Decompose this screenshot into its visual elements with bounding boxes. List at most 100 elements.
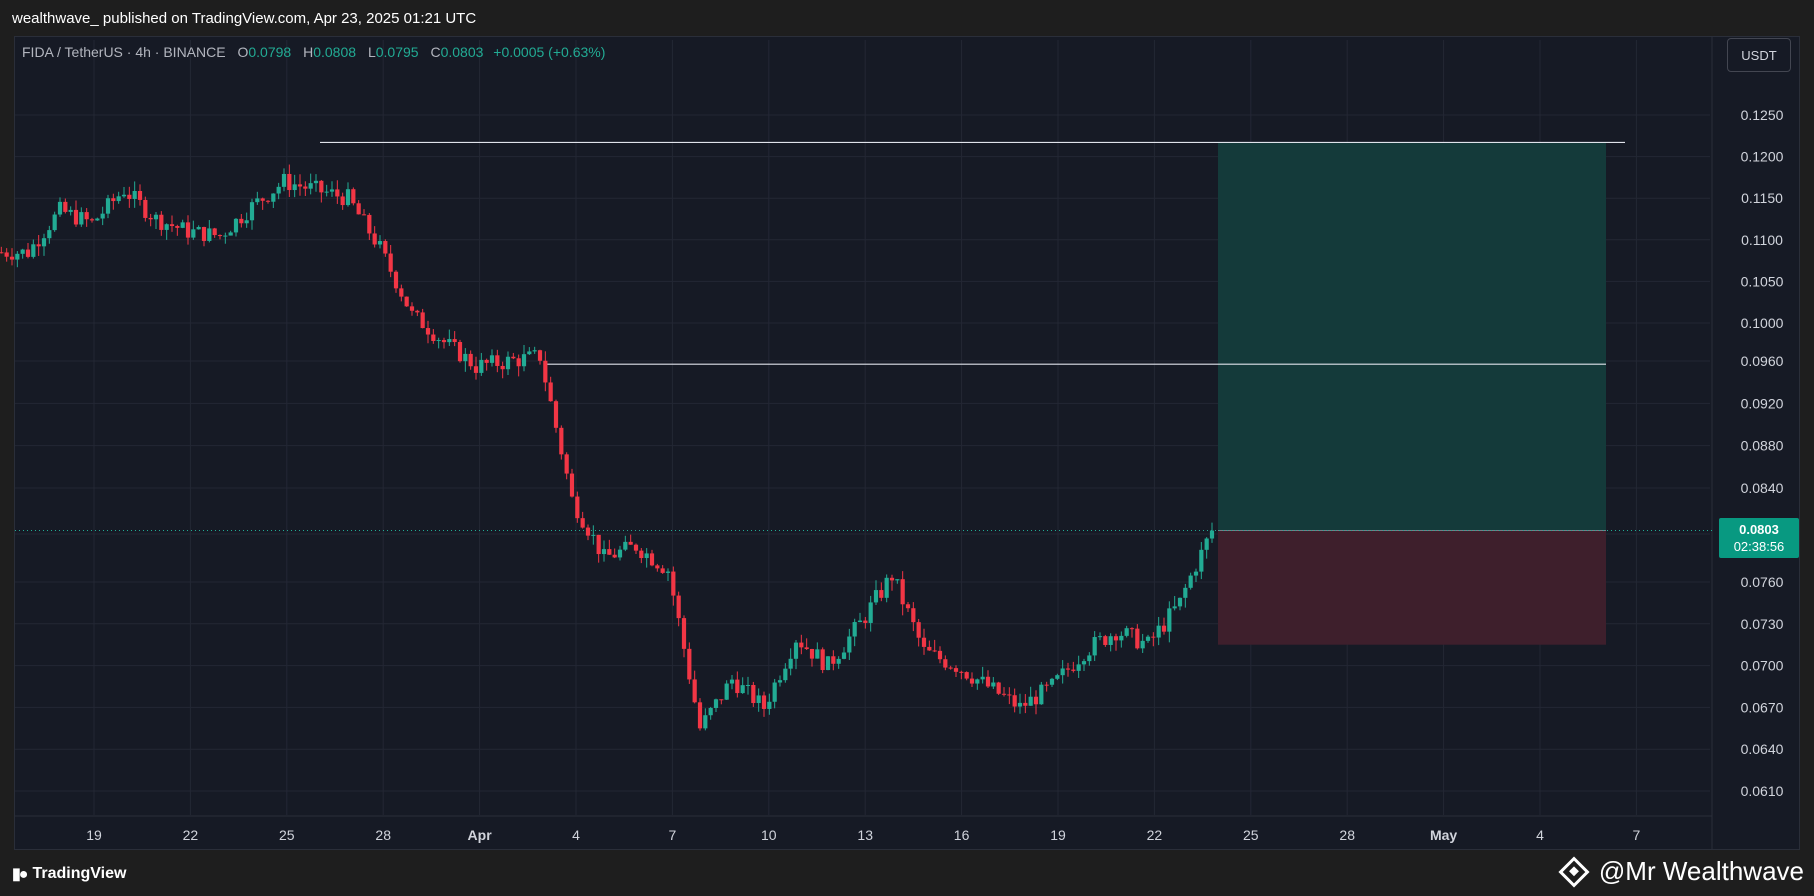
candle-body (863, 620, 868, 623)
candle-body (921, 637, 927, 647)
candle-body (260, 198, 265, 201)
candle-body (985, 676, 991, 687)
candle-body (852, 622, 857, 637)
candle-body (783, 668, 788, 681)
candle-body (132, 190, 137, 199)
candle-body (836, 658, 841, 664)
candle-body (911, 608, 916, 623)
symbol-title[interactable]: FIDA / TetherUS · 4h · BINANCE (22, 44, 226, 60)
candle-body (1039, 684, 1044, 705)
candle-body (452, 339, 457, 343)
candle-body (532, 350, 537, 352)
x-tick-label: 25 (279, 827, 295, 843)
x-tick-label: May (1430, 827, 1457, 843)
candle-body (729, 679, 735, 684)
x-tick-label: 19 (1050, 827, 1066, 843)
candle-body (692, 679, 697, 703)
candle-body (489, 355, 495, 363)
candle-body (287, 173, 292, 191)
candle-body (31, 244, 36, 257)
candle-body (841, 652, 847, 659)
close-value: 0.0803 (440, 44, 484, 60)
open-label: O (237, 44, 249, 60)
candle-body (953, 668, 959, 672)
candle-body (223, 235, 228, 237)
candle-body (719, 699, 724, 701)
candle-body (761, 695, 767, 709)
candle-body (671, 571, 676, 596)
candle-body (185, 222, 191, 238)
candle-body (1076, 664, 1081, 671)
candle-body (980, 676, 985, 680)
y-tick-label: 0.1100 (1741, 232, 1783, 248)
candle-body (676, 595, 681, 619)
candle-body (788, 658, 793, 669)
bar-countdown: 02:38:56 (1733, 539, 1785, 554)
candle-body (479, 359, 484, 373)
candle-body (127, 194, 132, 199)
candle-body (703, 715, 708, 729)
candle-body (89, 219, 95, 221)
candle-body (441, 340, 447, 343)
candle-body (687, 648, 692, 680)
candle-body (137, 190, 143, 200)
candle-body (1177, 597, 1183, 607)
low-label: L (367, 44, 376, 60)
candle-body (1033, 696, 1039, 705)
candle-body (383, 241, 388, 254)
candle-body (511, 356, 516, 359)
candle-body (1028, 696, 1033, 706)
candle-body (996, 682, 1001, 694)
candle-body (271, 193, 276, 202)
candle-body (943, 659, 948, 668)
candle-body (447, 339, 452, 343)
candle-body (623, 541, 628, 550)
x-tick-label: 4 (1536, 827, 1544, 843)
candle-body (724, 683, 729, 700)
y-tick-label: 0.0730 (1741, 616, 1784, 632)
candle-body (228, 232, 233, 236)
candle-body (47, 230, 52, 239)
candle-body (159, 214, 164, 230)
candle-body (57, 201, 63, 215)
candle-body (1124, 628, 1129, 636)
candle-body (372, 233, 377, 245)
candle-body (436, 340, 441, 342)
last-price: 0.0803 (1739, 522, 1779, 537)
candle-body (991, 682, 996, 687)
candle-body (9, 256, 15, 260)
candle-body (84, 212, 89, 220)
candle-body (596, 534, 601, 555)
candle-body (1044, 684, 1049, 686)
candle-body (580, 518, 585, 528)
candle-body (575, 496, 580, 519)
candle-body (1017, 702, 1023, 707)
candle-body (121, 194, 127, 197)
open-value: 0.0798 (248, 44, 292, 60)
y-tick-label: 0.1000 (1741, 315, 1784, 331)
candle-body (1209, 530, 1215, 539)
candle-body (1129, 628, 1135, 630)
candle-body (1188, 575, 1193, 588)
candle-body (95, 218, 100, 221)
candle-body (793, 642, 799, 659)
candle-body (740, 685, 745, 694)
candle-body (649, 553, 655, 566)
candle-body (52, 214, 57, 231)
candle-body (553, 401, 559, 428)
candle-body (564, 454, 569, 474)
candle-body (868, 602, 873, 623)
candle-body (889, 577, 895, 581)
candle-body (815, 649, 820, 659)
tradingview-logo[interactable]: ▮● TradingView (12, 864, 126, 884)
candle-body (516, 358, 521, 367)
x-tick-label: 7 (1633, 827, 1641, 843)
candle-body (916, 622, 921, 638)
y-tick-label: 0.0760 (1741, 574, 1784, 590)
x-tick-label: 16 (954, 827, 970, 843)
y-tick-label: 0.0610 (1741, 783, 1784, 799)
low-value: 0.0795 (375, 44, 419, 60)
candle-body (1060, 668, 1065, 676)
currency-button[interactable]: USDT (1727, 38, 1791, 72)
